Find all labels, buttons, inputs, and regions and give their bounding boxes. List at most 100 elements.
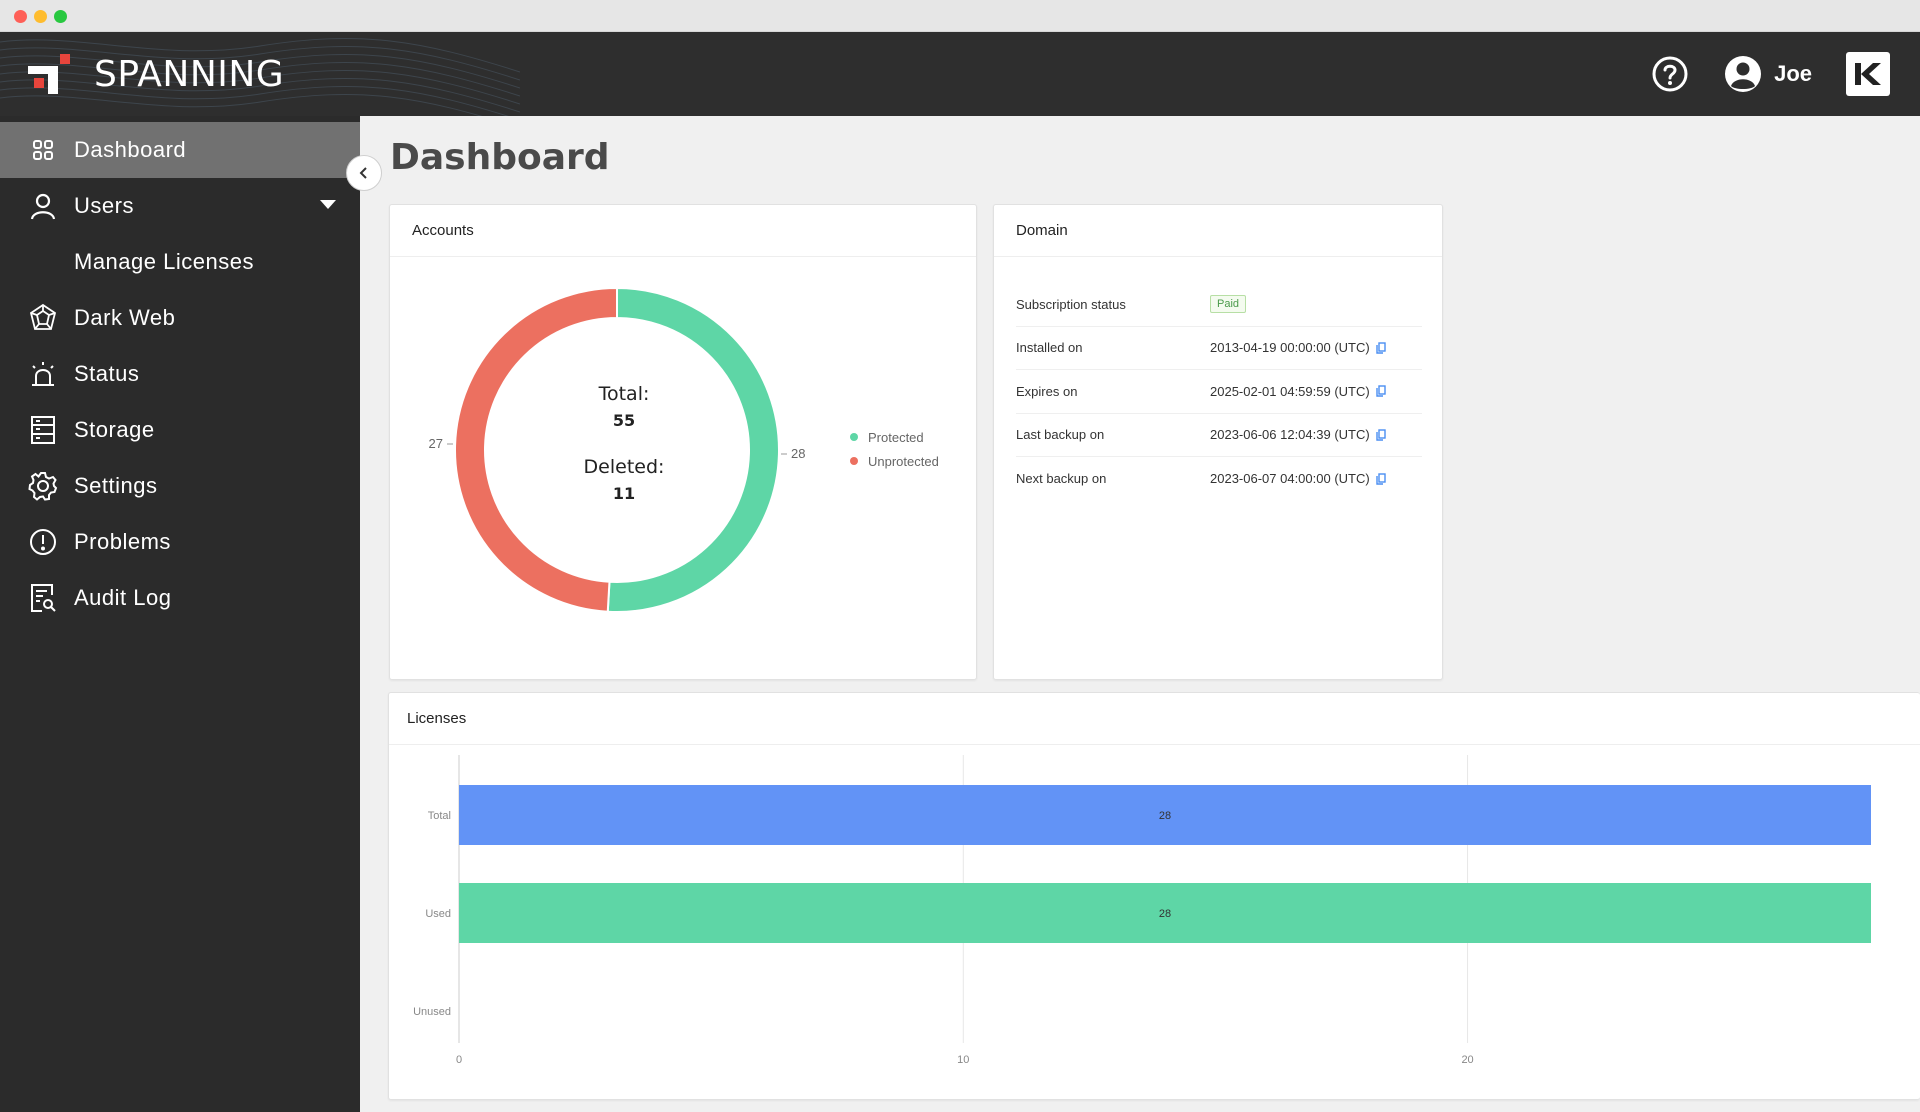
y-category-label: Unused: [413, 1006, 451, 1018]
sidebar-item-label: Dark Web: [74, 305, 176, 330]
domain-row-value: 2013-04-19 00:00:00 (UTC): [1210, 340, 1370, 356]
gear-icon: [28, 471, 58, 501]
sidebar-item-label: Storage: [74, 417, 155, 442]
domain-card: Domain Subscription status Paid Installe…: [993, 204, 1443, 680]
document-search-icon: [28, 583, 58, 613]
user-icon: [28, 191, 58, 221]
status-badge: Paid: [1210, 295, 1247, 314]
domain-details-table: Subscription status Paid Installed on 20…: [1016, 283, 1422, 501]
sidebar-item-label: Users: [74, 193, 134, 218]
domain-row-value: 2025-02-01 04:59:59 (UTC): [1210, 383, 1370, 399]
help-button[interactable]: [1650, 54, 1690, 94]
sidebar-item-label: Status: [74, 361, 140, 386]
sidebar-item-audit-log[interactable]: Audit Log: [0, 570, 360, 626]
x-tick-label: 0: [456, 1054, 462, 1066]
caret-down-icon[interactable]: [320, 200, 336, 210]
domain-row-subscription-status: Subscription status Paid: [1016, 283, 1422, 327]
close-window-dot[interactable]: [14, 10, 27, 23]
spanning-logo: [28, 54, 70, 94]
total-label: Total:: [598, 383, 650, 405]
page-title: Dashboard: [390, 137, 610, 178]
domain-row-label: Last backup on: [1016, 427, 1105, 443]
minimize-window-dot[interactable]: [34, 10, 47, 23]
kaseya-k-logo: [1855, 63, 1881, 85]
donut-slice-unprotected[interactable]: [454, 286, 618, 613]
legend-label: Unprotected: [868, 453, 939, 469]
chevron-left-icon: [359, 167, 367, 179]
domain-row-label: Subscription status: [1016, 296, 1126, 312]
server-icon: [28, 415, 58, 445]
bar-total[interactable]: [459, 785, 1871, 845]
accounts-legend: Protected Unprotected: [850, 425, 939, 473]
domain-row-last-backup-on: Last backup on 2023-06-06 12:04:39 (UTC): [1016, 414, 1422, 457]
window-chrome: [0, 0, 1920, 32]
deleted-value: 11: [612, 484, 636, 503]
sidebar-item-settings[interactable]: Settings: [0, 458, 360, 514]
x-tick-label: 10: [957, 1054, 969, 1066]
accounts-card: Accounts 28 27 Total: 55 Deleted: 11 Prot…: [389, 204, 977, 680]
bar-data-label: 28: [1159, 810, 1171, 822]
sidebar-item-label: Manage Licenses: [74, 249, 254, 274]
sidebar-item-label: Dashboard: [74, 137, 187, 162]
y-category-label: Total: [428, 810, 451, 822]
web-icon: [28, 303, 58, 333]
grid-icon: [28, 135, 58, 165]
sidebar-item-manage-licenses[interactable]: Manage Licenses: [0, 234, 360, 290]
user-name: Joe: [1774, 61, 1812, 86]
sidebar-item-label: Settings: [74, 473, 158, 498]
domain-row-label: Next backup on: [1016, 471, 1107, 487]
collapse-sidebar-button[interactable]: [346, 155, 382, 191]
maximize-window-dot[interactable]: [54, 10, 67, 23]
bar-data-label: 28: [1159, 908, 1171, 920]
user-menu-button[interactable]: Joe: [1724, 55, 1812, 93]
licenses-card-title: Licenses: [389, 693, 1920, 745]
sidebar-item-dashboard[interactable]: Dashboard: [0, 122, 360, 178]
top-bar: SPANNING Joe: [0, 32, 1920, 116]
domain-row-value: 2023-06-07 04:00:00 (UTC): [1210, 471, 1370, 487]
donut-data-label: 27: [429, 436, 443, 451]
legend-item-protected[interactable]: Protected: [850, 425, 939, 449]
header-waves-decoration: [0, 38, 520, 116]
alarm-icon: [28, 359, 58, 389]
deleted-label: Deleted:: [583, 456, 665, 478]
domain-row-label: Installed on: [1016, 340, 1083, 356]
sidebar-item-label: Problems: [74, 529, 171, 554]
sidebar-item-users[interactable]: Users: [0, 178, 360, 234]
domain-row-label: Expires on: [1016, 383, 1078, 399]
legend-swatch-unprotected: [850, 457, 858, 465]
kaseya-app-button[interactable]: [1846, 52, 1890, 96]
donut-center-summary: Total: 55 Deleted: 11: [514, 383, 734, 503]
legend-label: Protected: [868, 429, 924, 445]
sidebar-item-dark-web[interactable]: Dark Web: [0, 290, 360, 346]
sidebar-item-storage[interactable]: Storage: [0, 402, 360, 458]
licenses-bar-chart: 0 10 20 Total 28 Used 28 Unused: [413, 755, 1871, 1066]
copy-icon[interactable]: [1376, 342, 1386, 354]
accounts-card-title: Accounts: [390, 205, 976, 257]
total-value: 55: [612, 411, 636, 430]
brand-name: SPANNING: [94, 53, 285, 95]
bar-used[interactable]: [459, 883, 1871, 943]
domain-row-value: 2023-06-06 12:04:39 (UTC): [1210, 427, 1370, 443]
copy-icon[interactable]: [1376, 385, 1386, 397]
domain-card-title: Domain: [994, 205, 1442, 257]
legend-swatch-protected: [850, 433, 858, 441]
alert-circle-icon: [28, 527, 58, 557]
question-circle-icon: [1652, 56, 1688, 92]
copy-icon[interactable]: [1376, 429, 1386, 441]
x-tick-label: 20: [1461, 1054, 1473, 1066]
domain-row-installed-on: Installed on 2013-04-19 00:00:00 (UTC): [1016, 327, 1422, 370]
licenses-card: Licenses 0 10 20 Total 28 Used 28 Unused: [388, 692, 1920, 1100]
copy-icon[interactable]: [1376, 473, 1386, 485]
accounts-donut-chart: 28 27: [429, 286, 805, 613]
brand[interactable]: SPANNING: [24, 50, 284, 98]
sidebar-item-label: Audit Log: [74, 585, 172, 610]
user-circle-icon: [1725, 56, 1762, 92]
y-category-label: Used: [425, 908, 451, 920]
sidebar-item-problems[interactable]: Problems: [0, 514, 360, 570]
top-actions: Joe: [1650, 32, 1890, 116]
domain-row-next-backup-on: Next backup on 2023-06-07 04:00:00 (UTC): [1016, 457, 1422, 501]
legend-item-unprotected[interactable]: Unprotected: [850, 449, 939, 473]
domain-row-expires-on: Expires on 2025-02-01 04:59:59 (UTC): [1016, 370, 1422, 414]
sidebar-item-status[interactable]: Status: [0, 346, 360, 402]
sidebar: Dashboard Users Manage Licenses Dark Web: [0, 116, 360, 1112]
